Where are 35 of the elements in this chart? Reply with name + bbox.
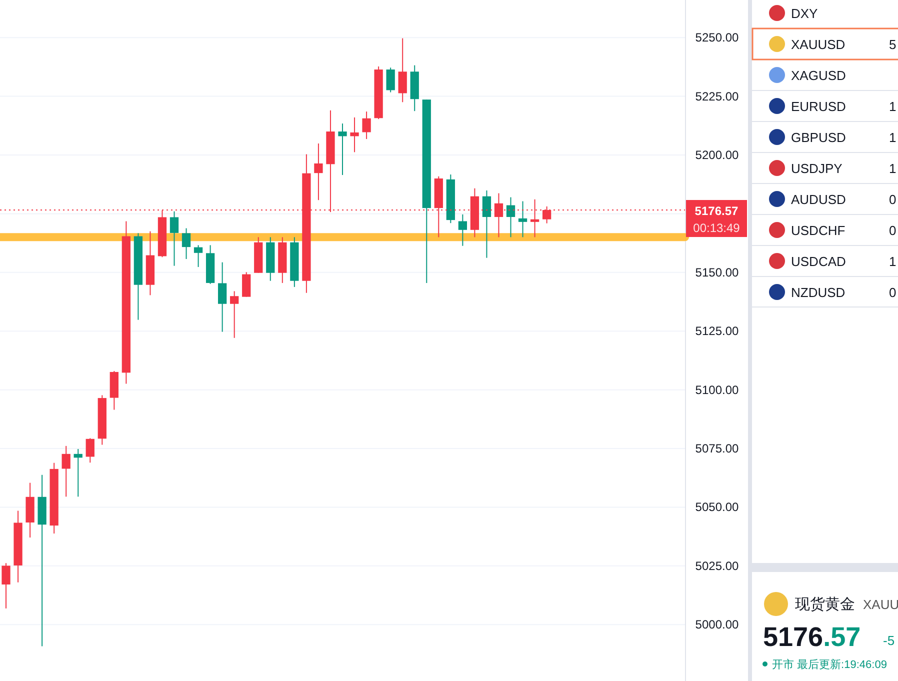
text: 1 (889, 130, 896, 145)
text: XAGUSD (791, 68, 846, 83)
y-tick-label: 5000.00 (695, 618, 740, 632)
text: AUDUSD (791, 192, 846, 207)
text: 1 (889, 161, 896, 176)
text: 5176.57 (763, 622, 861, 652)
text: USDCHF (791, 223, 846, 238)
y-tick-label: 5250.00 (695, 30, 740, 45)
text: -5 (883, 633, 895, 648)
text: 00:13:49 (693, 221, 740, 236)
text: GBPUSD (791, 130, 846, 145)
text: 0 (889, 223, 896, 238)
text: 1 (889, 99, 896, 114)
y-tick-label: 5075.00 (695, 442, 740, 456)
text: XAUU (863, 597, 898, 612)
text: USDCAD (791, 254, 846, 269)
text: 0 (889, 192, 896, 207)
text: NZDUSD (791, 285, 846, 300)
y-tick-label: 5025.00 (695, 558, 740, 573)
y-tick-label: 5100.00 (695, 382, 740, 397)
y-tick-label: 5200.00 (695, 148, 740, 162)
y-tick-label: 5225.00 (695, 89, 740, 104)
y-tick-label: 5050.00 (695, 500, 740, 514)
ref-line-label: 5176.57 (694, 204, 739, 218)
y-tick-label: 5150.00 (695, 265, 740, 280)
text: USDJPY (791, 161, 843, 176)
text: 1 (889, 254, 896, 269)
text: XAUUSD (791, 37, 846, 52)
text: EURUSD (791, 99, 846, 114)
text: DXY (791, 6, 818, 21)
text: 5 (889, 37, 896, 52)
text: 现货黄金 (795, 596, 855, 613)
y-tick-label: 5125.00 (695, 324, 740, 338)
text: 开市 最后更新:19:46:09 (772, 658, 887, 671)
text: 0 (889, 285, 896, 300)
